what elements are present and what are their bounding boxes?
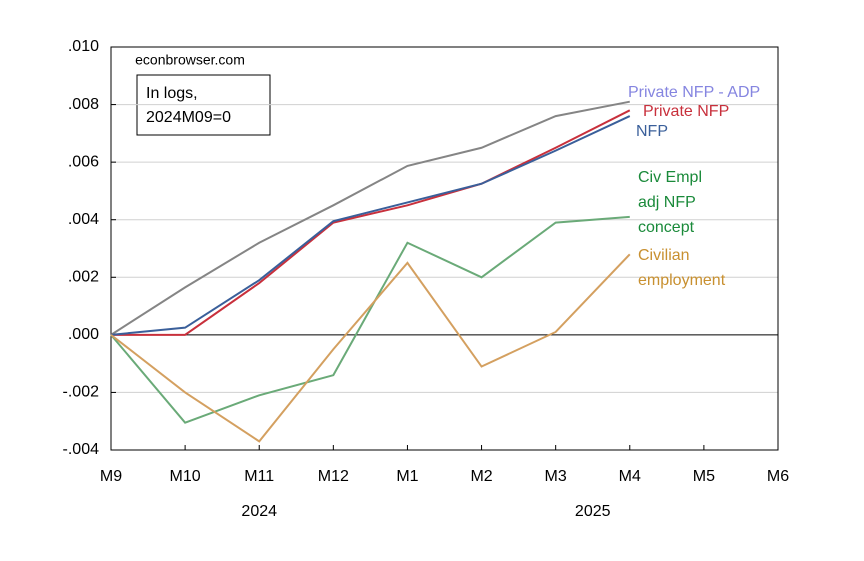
x-tick-label: M3 — [545, 468, 567, 485]
x-tick-label: M6 — [767, 468, 789, 485]
y-tick-label: -.004 — [63, 441, 100, 458]
series-label: concept — [638, 219, 695, 236]
series-label: Civilian — [638, 247, 690, 264]
series-label: Civ Empl — [638, 169, 702, 186]
series-label: Private NFP — [643, 103, 729, 120]
plot-frame — [110, 46, 779, 451]
x-tick-label: M1 — [396, 468, 418, 485]
series-line — [110, 115, 631, 336]
series-line — [110, 215, 630, 424]
y-tick-label: .010 — [68, 38, 99, 55]
year-label: 2024 — [241, 503, 277, 520]
series-line — [110, 253, 631, 443]
y-tick-label: .008 — [68, 96, 99, 113]
year-label: 2025 — [575, 503, 611, 520]
series-label: adj NFP — [638, 194, 696, 211]
x-tick-label: M2 — [470, 468, 492, 485]
series-label: NFP — [636, 123, 668, 140]
x-tick-label: M12 — [318, 468, 349, 485]
x-tick-label: M10 — [170, 468, 201, 485]
y-tick-label: .000 — [68, 326, 99, 343]
annotation: In logs, — [146, 85, 198, 102]
x-tick-label: M4 — [619, 468, 641, 485]
series-label: Private NFP - ADP — [628, 84, 760, 101]
series-line — [111, 109, 631, 336]
y-tick-label: .004 — [68, 211, 99, 228]
annotation: econbrowser.com — [135, 52, 245, 68]
annotation: 2024M09=0 — [146, 109, 231, 126]
y-tick-label: -.002 — [63, 384, 100, 401]
x-tick-label: M11 — [244, 468, 274, 485]
y-tick-label: .002 — [68, 269, 99, 286]
series-label: employment — [638, 272, 726, 289]
x-tick-label: M5 — [693, 468, 715, 485]
y-tick-label: .006 — [68, 153, 99, 170]
x-tick-label: M9 — [100, 468, 122, 485]
series-line — [110, 100, 630, 336]
